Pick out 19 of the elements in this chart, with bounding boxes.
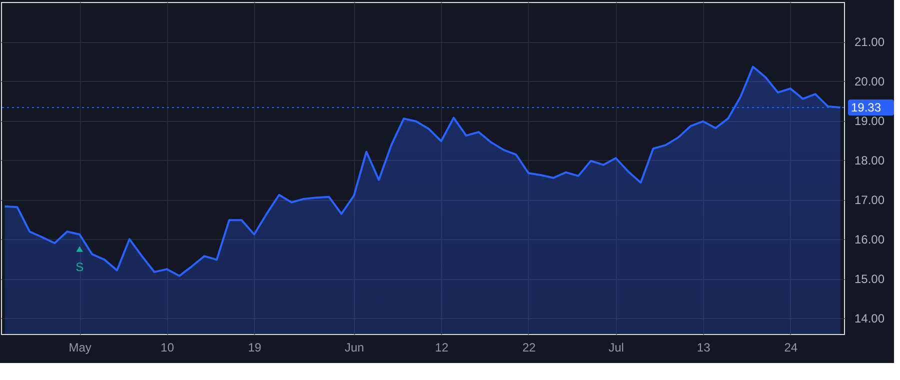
y-tick-label: 16.00 [854, 232, 885, 247]
x-tick-label: Jun [344, 340, 364, 354]
x-tick-label: 24 [784, 340, 798, 354]
ref-line-label: 19.33 [851, 100, 882, 115]
x-tick-label: 22 [522, 340, 536, 354]
y-tick-label: 15.00 [854, 272, 885, 286]
y-tick-label: 20.00 [854, 74, 885, 89]
x-tick-label: 12 [435, 340, 449, 354]
y-tick-label: 21.00 [854, 35, 885, 50]
annotation: S [76, 260, 84, 274]
x-tick-label: 13 [696, 340, 711, 354]
x-tick-label: May [68, 340, 92, 354]
x-tick-label: 19 [248, 340, 262, 354]
y-tick-label: 18.00 [854, 154, 885, 168]
y-tick-label: 14.00 [854, 312, 885, 326]
x-tick-label: Jul [608, 340, 624, 354]
y-tick-label: 17.00 [854, 193, 885, 208]
x-tick-label: 10 [160, 340, 174, 354]
y-tick-label: 19.00 [854, 114, 885, 128]
